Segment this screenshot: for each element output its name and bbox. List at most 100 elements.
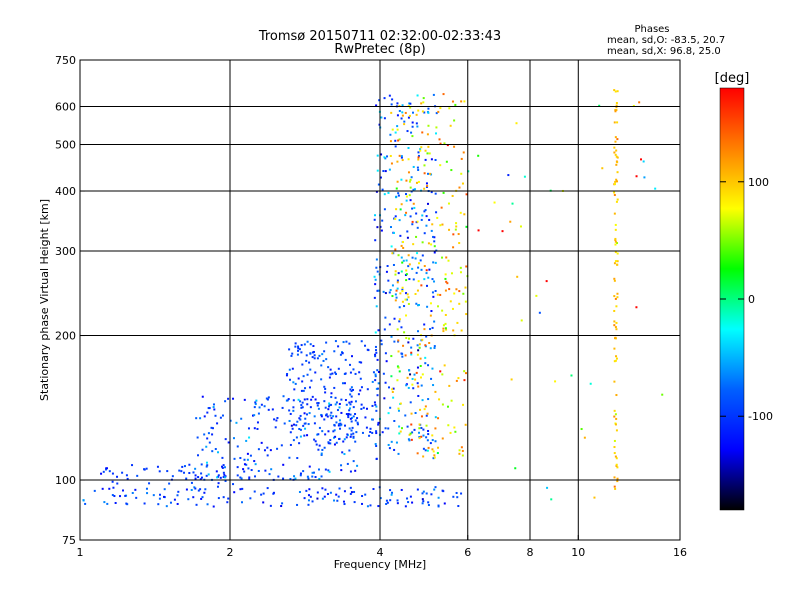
- scatter-point: [613, 380, 616, 383]
- scatter-point: [411, 377, 414, 380]
- scatter-point: [304, 417, 307, 420]
- scatter-point: [445, 280, 448, 283]
- scatter-point: [300, 351, 303, 354]
- scatter-point: [185, 477, 188, 480]
- scatter-point: [432, 384, 435, 387]
- scatter-point: [431, 367, 434, 370]
- scatter-point: [299, 400, 302, 403]
- scatter-point: [404, 111, 407, 114]
- scatter-point: [421, 373, 424, 376]
- scatter-point: [420, 435, 423, 438]
- scatter-point: [224, 400, 227, 403]
- scatter-point: [383, 193, 386, 196]
- scatter-point: [614, 455, 617, 458]
- scatter-point: [416, 382, 419, 385]
- scatter-point: [410, 353, 413, 356]
- scatter-point: [428, 268, 431, 271]
- scatter-point: [412, 337, 415, 340]
- scatter-point: [221, 456, 224, 459]
- scatter-point: [407, 254, 410, 257]
- scatter-point: [613, 262, 616, 265]
- scatter-point: [445, 160, 448, 163]
- scatter-point: [417, 151, 420, 154]
- scatter-point: [324, 387, 327, 390]
- scatter-point: [412, 188, 415, 191]
- scatter-point: [349, 388, 352, 391]
- scatter-point: [614, 251, 617, 254]
- scatter-point: [419, 408, 422, 411]
- scatter-point: [414, 257, 417, 260]
- scatter-point: [199, 478, 202, 481]
- scatter-point: [381, 219, 384, 222]
- scatter-point: [349, 417, 352, 420]
- scatter-point: [114, 501, 117, 504]
- scatter-point: [233, 457, 236, 460]
- scatter-point: [615, 149, 618, 152]
- scatter-point: [428, 152, 431, 155]
- scatter-point: [374, 375, 377, 378]
- scatter-point: [411, 431, 414, 434]
- scatter-point: [397, 254, 400, 257]
- scatter-point: [439, 370, 442, 373]
- scatter-point: [306, 434, 309, 437]
- scatter-point: [375, 190, 378, 193]
- scatter-point: [613, 295, 616, 298]
- scatter-point: [384, 316, 387, 319]
- scatter-point: [291, 367, 294, 370]
- scatter-point: [294, 382, 297, 385]
- scatter-point: [443, 142, 446, 145]
- scatter-point: [437, 504, 440, 507]
- scatter-point: [613, 409, 616, 412]
- scatter-point: [325, 358, 328, 361]
- scatter-point: [355, 431, 358, 434]
- scatter-point: [415, 235, 418, 238]
- scatter-point: [314, 476, 317, 479]
- scatter-point: [108, 487, 111, 490]
- scatter-point: [434, 416, 437, 419]
- scatter-point: [112, 486, 115, 489]
- scatter-point: [614, 110, 617, 113]
- scatter-point: [405, 298, 408, 301]
- scatter-point: [241, 487, 244, 490]
- scatter-point: [320, 452, 323, 455]
- scatter-point: [393, 419, 396, 422]
- scatter-point: [280, 505, 283, 508]
- scatter-point: [305, 489, 308, 492]
- scatter-point: [376, 289, 379, 292]
- scatter-point: [398, 370, 401, 373]
- scatter-point: [224, 438, 227, 441]
- scatter-point: [403, 120, 406, 123]
- scatter-point: [243, 458, 246, 461]
- scatter-point: [243, 470, 246, 473]
- scatter-point: [422, 490, 425, 493]
- scatter-point: [326, 415, 329, 418]
- scatter-point: [431, 326, 434, 329]
- scatter-point: [417, 168, 420, 171]
- scatter-point: [409, 106, 412, 109]
- scatter-point: [493, 201, 496, 204]
- scatter-point: [257, 469, 260, 472]
- scatter-point: [305, 413, 308, 416]
- scatter-point: [391, 284, 394, 287]
- scatter-point: [84, 502, 87, 505]
- scatter-point: [615, 328, 618, 331]
- scatter-point: [296, 353, 299, 356]
- scatter-point: [384, 292, 387, 295]
- scatter-point: [366, 505, 369, 508]
- scatter-point: [239, 457, 242, 460]
- scatter-point: [192, 471, 195, 474]
- scatter-point: [257, 412, 260, 415]
- scatter-point: [613, 446, 616, 449]
- scatter-point: [463, 213, 466, 216]
- scatter-point: [417, 385, 420, 388]
- scatter-point: [460, 446, 463, 449]
- scatter-point: [377, 183, 380, 186]
- scatter-point: [613, 89, 616, 92]
- scatter-point: [615, 321, 618, 324]
- scatter-point: [328, 376, 331, 379]
- scatter-point: [325, 341, 328, 344]
- scatter-point: [371, 404, 374, 407]
- scatter-point: [583, 436, 586, 439]
- scatter-point: [224, 479, 227, 482]
- scatter-point: [134, 488, 137, 491]
